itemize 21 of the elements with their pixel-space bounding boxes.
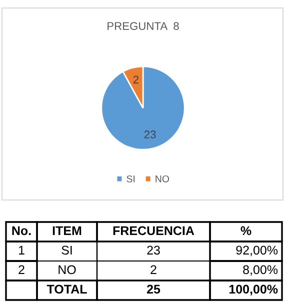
legend-label: NO: [156, 175, 170, 182]
text: 8,00%: [243, 265, 278, 276]
text: TOTAL: [46, 284, 87, 294]
text: No.: [12, 226, 31, 236]
text: 2: [150, 265, 156, 274]
text: 100,00%: [229, 284, 278, 296]
text: 1: [18, 246, 24, 254]
text: 25: [146, 284, 160, 294]
text: 92,00%: [236, 246, 278, 256]
text: ITEM: [52, 226, 82, 235]
text: SI: [62, 246, 72, 255]
text: 2: [18, 265, 24, 274]
text: FRECUENCIA: [113, 226, 194, 236]
text: %: [240, 226, 252, 236]
chart-title: PREGUNTA 8: [108, 22, 179, 30]
pie-slice: [100, 66, 186, 150]
text: NO: [58, 265, 76, 274]
data-label: 2: [133, 76, 138, 84]
text: 23: [147, 246, 160, 255]
data-label: 23: [144, 130, 156, 138]
legend-label: SI: [126, 175, 135, 182]
